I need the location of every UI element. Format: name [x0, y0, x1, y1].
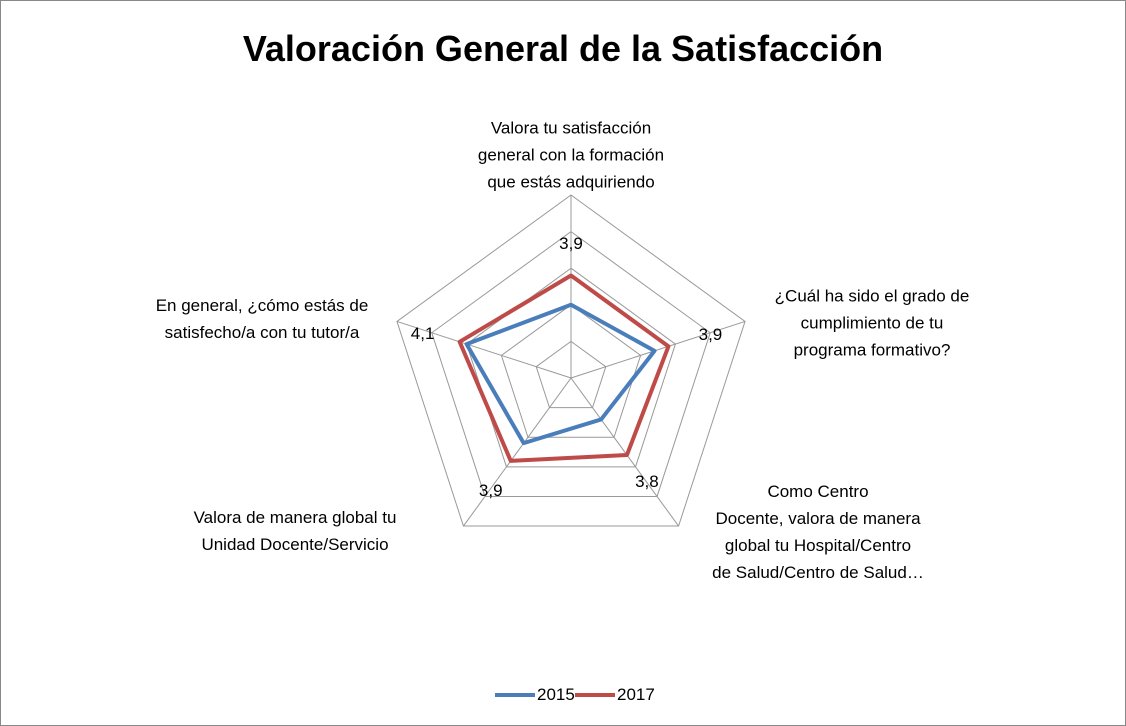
grid-ring [465, 267, 677, 468]
grid-ring [500, 304, 642, 438]
category-label: Valora de manera global tu Unidad Docent… [193, 508, 397, 554]
grid-ring [431, 230, 711, 497]
category-label: En general, ¿cómo estás de satisfecho/a … [155, 296, 369, 342]
category-label: Como Centro Docente, valora de manera gl… [712, 482, 924, 582]
data-label: 4,1 [410, 323, 435, 343]
spoke [570, 320, 746, 379]
category-label: ¿Cuál ha sido el grado de cumplimiento d… [774, 286, 970, 360]
series-line [464, 302, 657, 446]
grid-ring [535, 340, 607, 409]
legend-label: 2017 [617, 685, 655, 704]
data-label: 3,9 [478, 480, 503, 500]
grid-ring [396, 194, 746, 527]
spoke [570, 377, 679, 527]
data-label: 3,8 [635, 471, 659, 491]
spoke [396, 320, 572, 379]
data-label: 3,9 [559, 233, 583, 253]
legend-label: 2015 [537, 685, 575, 704]
data-label: 3,9 [698, 325, 723, 345]
spoke [463, 377, 572, 527]
chart-title: Valoración General de la Satisfacción [242, 28, 884, 69]
series-line [457, 273, 671, 463]
category-label: Valora tu satisfacción general con la fo… [477, 118, 665, 192]
